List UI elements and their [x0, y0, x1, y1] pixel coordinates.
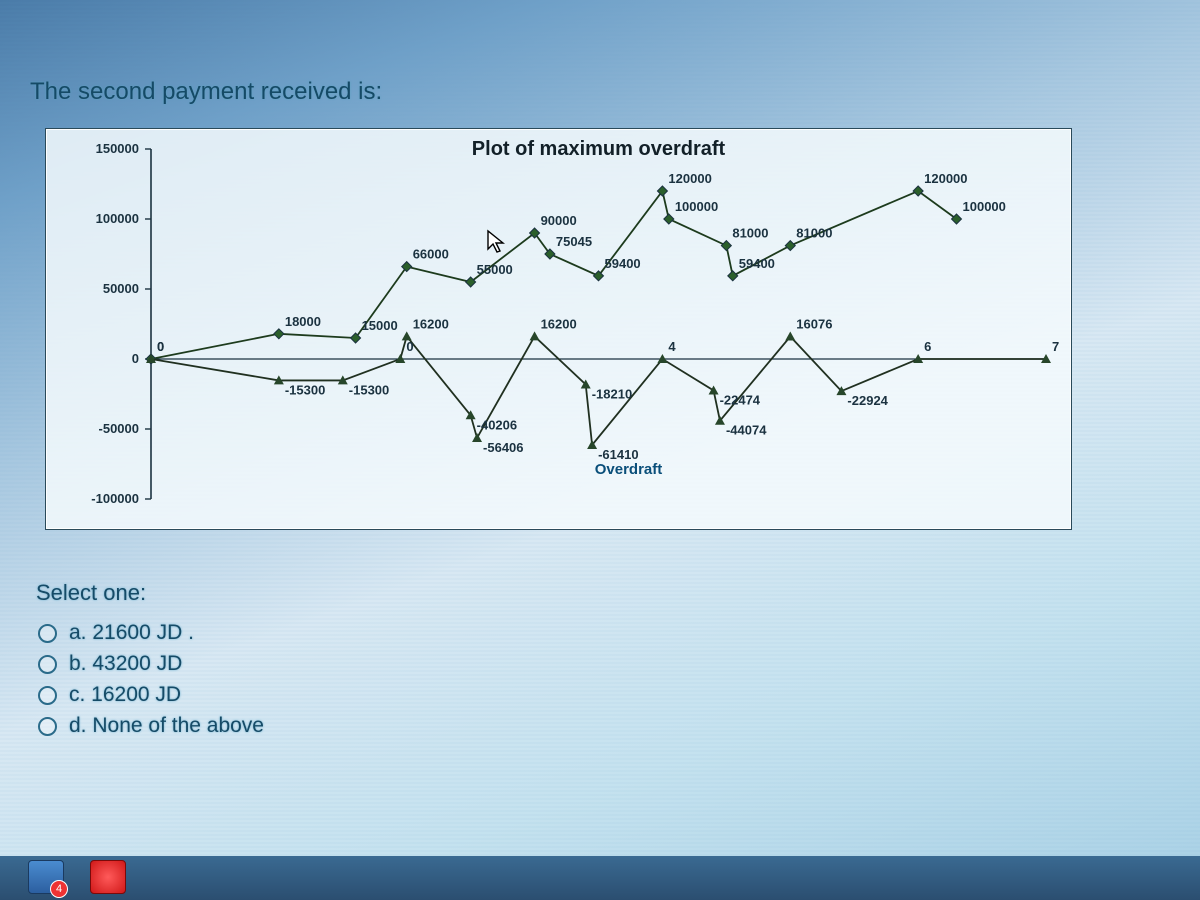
answer-options: a. 21600 JD . b. 43200 JD c. 16200 JD d. No… [38, 614, 264, 745]
svg-text:59400: 59400 [605, 256, 641, 271]
svg-text:-15300: -15300 [349, 382, 389, 397]
svg-text:Overdraft: Overdraft [595, 461, 663, 478]
option-d[interactable]: d. None of the above [38, 714, 264, 738]
svg-text:16200: 16200 [413, 316, 449, 331]
option-label-b: b. 43200 JD [69, 652, 182, 676]
svg-text:59400: 59400 [739, 256, 775, 271]
svg-text:6: 6 [924, 339, 931, 354]
radio-d[interactable] [38, 717, 57, 736]
svg-text:50000: 50000 [103, 281, 139, 296]
svg-text:-40206: -40206 [477, 417, 517, 432]
option-label-d: d. None of the above [69, 714, 264, 738]
option-label-c: c. 16200 JD [69, 683, 181, 707]
option-label-a: a. 21600 JD . [69, 621, 194, 645]
svg-text:-44074: -44074 [726, 423, 767, 438]
svg-text:18000: 18000 [285, 314, 321, 329]
svg-text:75045: 75045 [556, 234, 592, 249]
svg-text:-61410: -61410 [598, 447, 638, 462]
select-one-label: Select one: [36, 580, 146, 606]
svg-text:-15300: -15300 [285, 382, 325, 397]
option-c[interactable]: c. 16200 JD [38, 683, 264, 707]
svg-text:66000: 66000 [413, 247, 449, 262]
radio-c[interactable] [38, 686, 57, 705]
taskbar-word-icon[interactable] [28, 860, 64, 894]
svg-text:Plot of maximum overdraft: Plot of maximum overdraft [472, 138, 726, 160]
chart-svg: Plot of maximum overdraft -100000 -50000 0 5… [46, 129, 1071, 529]
taskbar [0, 856, 1200, 900]
svg-text:100000: 100000 [96, 211, 139, 226]
svg-text:0: 0 [406, 339, 413, 354]
svg-text:-100000: -100000 [91, 491, 139, 506]
svg-text:-18210: -18210 [592, 386, 632, 401]
option-b[interactable]: b. 43200 JD [38, 652, 264, 676]
svg-text:100000: 100000 [675, 199, 718, 214]
svg-text:-50000: -50000 [99, 421, 139, 436]
svg-text:55000: 55000 [477, 262, 513, 277]
svg-text:4: 4 [668, 339, 676, 354]
svg-text:15000: 15000 [362, 318, 398, 333]
overdraft-chart: Plot of maximum overdraft -100000 -50000 0 5… [45, 128, 1072, 530]
svg-text:-56406: -56406 [483, 440, 523, 455]
svg-text:150000: 150000 [96, 141, 139, 156]
taskbar-security-icon[interactable] [90, 860, 126, 894]
radio-a[interactable] [38, 624, 57, 643]
svg-text:16200: 16200 [541, 316, 577, 331]
question-text: The second payment received is: [30, 78, 382, 106]
svg-text:7: 7 [1052, 339, 1059, 354]
svg-text:-22474: -22474 [720, 392, 761, 407]
svg-text:-22924: -22924 [847, 393, 888, 408]
svg-text:81000: 81000 [796, 226, 832, 241]
svg-text:120000: 120000 [924, 171, 967, 186]
option-a[interactable]: a. 21600 JD . [38, 621, 264, 645]
svg-text:120000: 120000 [668, 171, 711, 186]
svg-text:0: 0 [157, 339, 164, 354]
svg-text:100000: 100000 [963, 199, 1006, 214]
svg-text:90000: 90000 [541, 213, 577, 228]
svg-text:0: 0 [132, 351, 139, 366]
radio-b[interactable] [38, 655, 57, 674]
svg-text:81000: 81000 [732, 226, 768, 241]
svg-text:16076: 16076 [796, 316, 832, 331]
